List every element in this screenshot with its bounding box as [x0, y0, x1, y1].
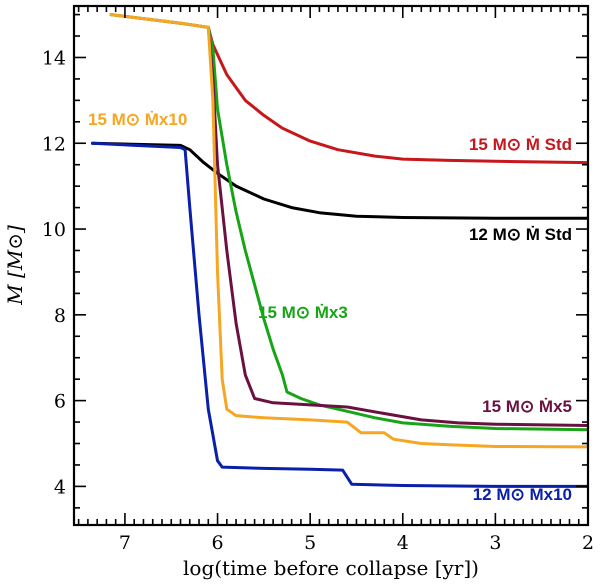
series-label-2: 12 M⊙ Ṁ Std [469, 225, 572, 244]
x-tick-label: 4 [397, 532, 409, 554]
series-label-6: 12 M⊙ Ṁx10 [473, 485, 572, 504]
series-line-5 [109, 13, 588, 449]
series-label-4: 15 M⊙ Ṁx5 [482, 397, 572, 416]
series-line-4 [206, 25, 588, 427]
tick-layer: 7 6 5 4 3 2 4 6 8 10 12 14 [42, 6, 594, 554]
y-tick-label: 8 [54, 305, 66, 327]
y-axis-label-text: M [M⊙] [3, 225, 27, 306]
x-tick-label: 6 [212, 532, 224, 554]
series-label-5: 15 M⊙ Ṁx10 [88, 110, 187, 129]
y-tick-label: 4 [54, 476, 66, 498]
series-line-2 [91, 141, 588, 220]
y-tick-label: 6 [54, 391, 66, 413]
series-label-3: 15 M⊙ Ṁx3 [258, 303, 348, 322]
y-tick-label: 14 [42, 47, 66, 69]
series-line-6 [91, 141, 588, 488]
series-label-layer: 15 M⊙ Ṁ Std 12 M⊙ Ṁ Std 15 M⊙ Ṁx3 15 M⊙ Ṁx5… [88, 110, 572, 504]
series-layer [91, 13, 588, 488]
y-axis-label: M [M⊙] [3, 225, 27, 306]
x-tick-label: 3 [489, 532, 501, 554]
y-tick-label: 10 [42, 219, 66, 241]
x-tick-label: 7 [119, 532, 131, 554]
x-axis-label: log(time before collapse [yr]) [183, 556, 479, 580]
x-tick-label: 5 [304, 532, 316, 554]
y-tick-label: 12 [42, 133, 66, 155]
series-label-1: 15 M⊙ Ṁ Std [469, 135, 572, 154]
x-tick-label: 2 [582, 532, 594, 554]
series-line-3 [109, 13, 588, 432]
plot-frame [72, 4, 590, 527]
